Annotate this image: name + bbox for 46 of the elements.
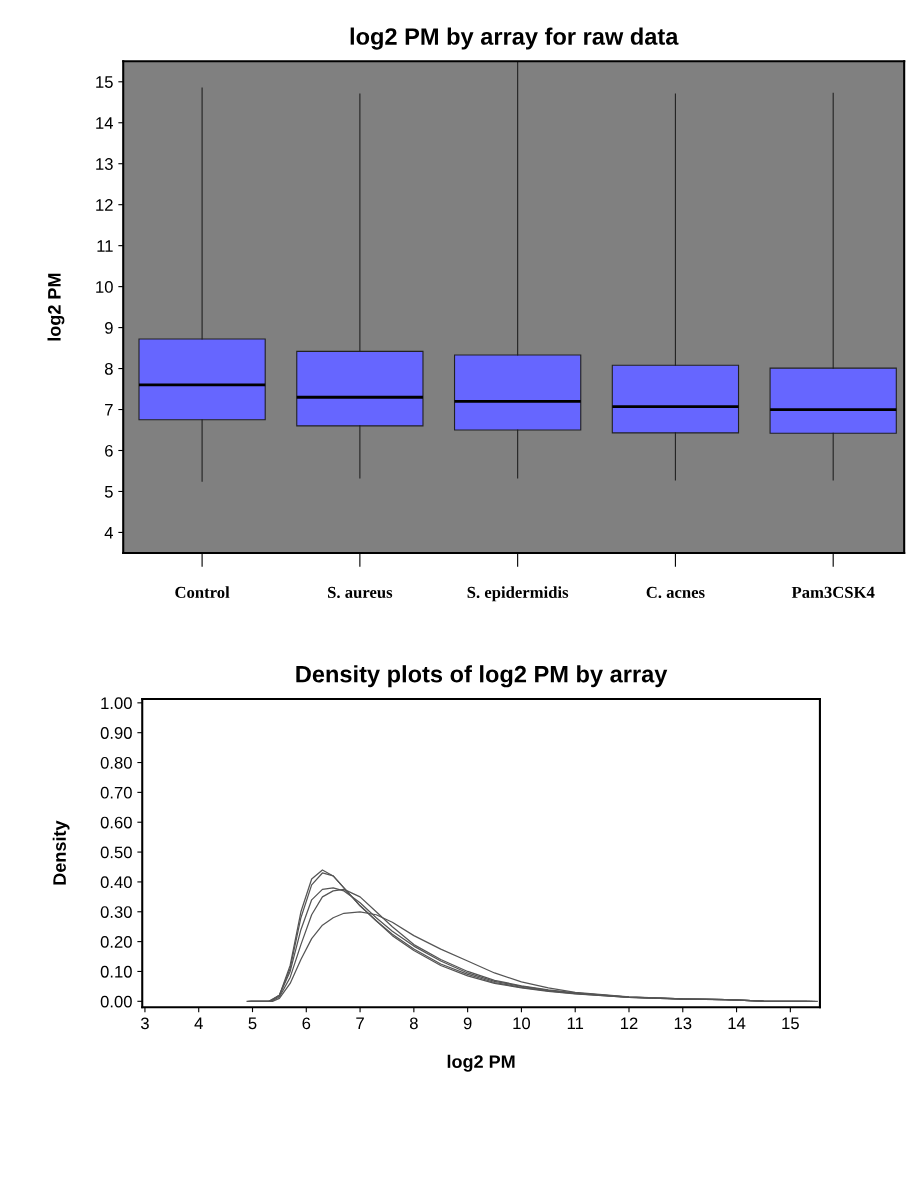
- x-tick-label: 8: [409, 1017, 418, 1030]
- x-tick-label: Control: [175, 586, 230, 598]
- y-tick-label: 8: [104, 362, 113, 375]
- y-tick-label: 0.60: [100, 816, 132, 829]
- y-tick-label: 7: [105, 404, 113, 416]
- x-tick-label: 12: [621, 1017, 638, 1030]
- y-tick-label: 0.70: [100, 786, 132, 799]
- y-tick-label: 6: [105, 444, 113, 457]
- y-tick-label: 1.00: [101, 697, 132, 710]
- y-tick-label: 0.20: [100, 936, 132, 948]
- y-axis-title: Density: [52, 820, 70, 885]
- x-tick-label: 13: [674, 1017, 692, 1030]
- x-tick-label: C. acnes: [646, 586, 705, 599]
- y-tick-label: 0.90: [100, 727, 132, 739]
- x-tick-label: 6: [302, 1017, 311, 1030]
- x-tick-label: 14: [728, 1017, 746, 1030]
- x-tick-label: S. aureus: [328, 586, 393, 599]
- x-tick-label: 3: [140, 1017, 149, 1030]
- y-tick-label: 5: [104, 486, 113, 498]
- y-tick-label: 10: [96, 281, 113, 293]
- y-tick-label: 13: [96, 158, 113, 170]
- y-tick-label: 0.80: [100, 756, 132, 769]
- y-tick-label: 9: [105, 322, 113, 334]
- y-tick-label: 0.10: [100, 965, 132, 978]
- x-axis-title: log2 PM: [447, 1054, 515, 1072]
- x-tick-label: 15: [782, 1017, 799, 1030]
- y-tick-label: 4: [104, 527, 114, 539]
- y-axis-title: log2 PM: [47, 273, 65, 341]
- chart-title: Density plots of log2 PM by array: [296, 665, 668, 688]
- x-tick-label: 5: [248, 1017, 257, 1030]
- y-tick-label: 0.50: [100, 846, 132, 859]
- x-tick-label: 9: [463, 1017, 472, 1030]
- y-tick-label: 0.40: [100, 876, 132, 889]
- y-tick-label: 0.00: [100, 995, 132, 1008]
- x-tick-label: 4: [194, 1017, 203, 1030]
- y-tick-label: 14: [96, 117, 114, 129]
- x-tick-label: 11: [567, 1017, 584, 1030]
- x-tick-label: 7: [356, 1017, 364, 1030]
- y-tick-label: 0.30: [100, 906, 132, 918]
- x-tick-label: S. epidermidis: [467, 586, 569, 602]
- y-tick-label: 12: [96, 199, 113, 211]
- chart-title: log2 PM by array for raw data: [350, 27, 679, 50]
- x-tick-label: 10: [513, 1017, 531, 1030]
- x-tick-label: Pam3CSK4: [791, 586, 875, 598]
- y-tick-label: 11: [97, 240, 113, 252]
- y-tick-label: 15: [96, 76, 113, 88]
